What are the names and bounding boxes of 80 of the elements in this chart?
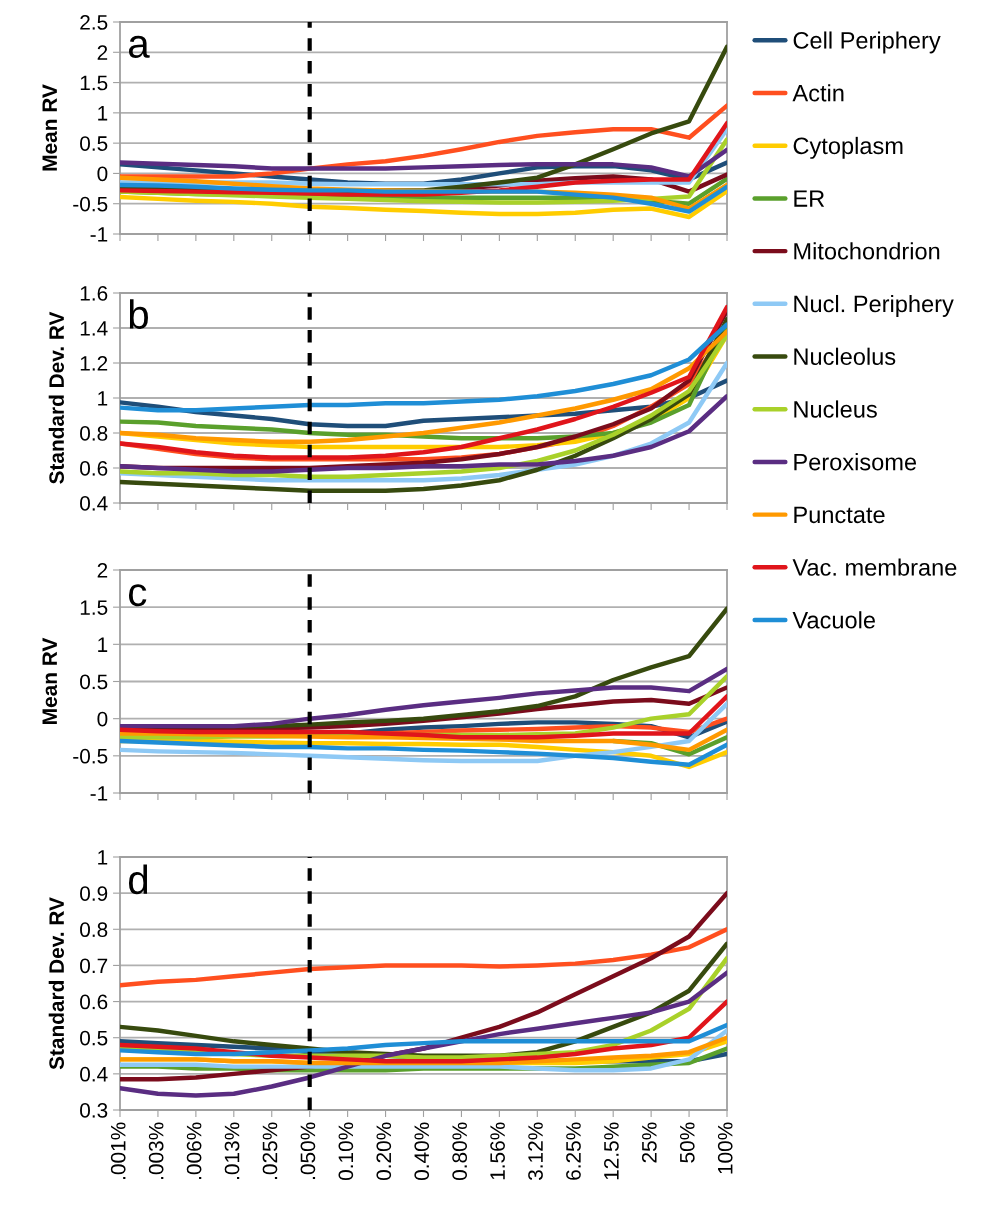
legend-label: Mitochondrion — [794, 242, 940, 260]
y-tick-label: 0.6 — [80, 994, 108, 1010]
legend-label: ER — [794, 190, 825, 207]
y-tick-label: 1.5 — [80, 600, 108, 615]
y-tick-label: 0 — [97, 711, 108, 727]
line-series — [120, 701, 727, 764]
y-axis-title: Standard Dev. RV — [48, 897, 65, 1070]
line-series — [120, 694, 727, 740]
line-series — [120, 182, 727, 214]
legend-label: Peroxisome — [794, 453, 917, 471]
y-tick-label: 0 — [97, 166, 108, 182]
y-tick-label: 1 — [98, 850, 108, 865]
y-tick-label: 1.6 — [80, 286, 108, 301]
y-tick-label: -1 — [90, 786, 108, 801]
x-tick-label: 0.80% — [452, 1122, 468, 1181]
legend-label: Cell Periphery — [793, 31, 941, 54]
annotation: b — [129, 299, 148, 329]
line-series — [120, 927, 727, 988]
annotation: c — [129, 584, 147, 607]
x-tick-label: .006% — [186, 1122, 202, 1179]
y-tick-label: 1.2 — [80, 356, 108, 371]
y-tick-label: -0.5 — [73, 196, 108, 212]
x-tick-label: 100% — [717, 1122, 733, 1174]
line-series — [120, 1028, 727, 1073]
x-tick-label: 0.10% — [338, 1122, 354, 1181]
x-tick-label: .025% — [262, 1122, 278, 1179]
annotation: d — [128, 864, 148, 895]
line-series — [120, 1022, 727, 1057]
y-tick-label: 0.7 — [80, 958, 108, 974]
legend-label: Nucl. Periphery — [794, 294, 954, 317]
y-axis-title: Mean RV — [42, 637, 58, 724]
x-tick-label: 25% — [641, 1122, 657, 1163]
legend-label: Cytoplasm — [793, 136, 903, 159]
y-axis-title: Mean RV — [42, 84, 58, 171]
legend-label: Vacuole — [792, 611, 875, 629]
line-series — [120, 727, 727, 753]
x-tick-label: 0.20% — [376, 1122, 392, 1181]
x-tick-label: .013% — [224, 1122, 240, 1179]
legend-label: Nucleolus — [794, 347, 896, 366]
y-tick-label: 0.4 — [80, 496, 108, 511]
y-tick-label: -1 — [90, 227, 108, 242]
x-tick-label: .003% — [148, 1122, 164, 1179]
x-tick-label: 50% — [679, 1122, 695, 1163]
y-tick-label: 1.5 — [80, 75, 108, 91]
y-tick-label: 0.3 — [80, 1103, 108, 1118]
x-tick-label: 12.5% — [604, 1122, 619, 1180]
x-tick-label: 0.40% — [414, 1122, 430, 1181]
y-tick-label: 0.5 — [80, 136, 108, 151]
line-series — [120, 188, 727, 220]
y-tick-label: 0.5 — [80, 674, 108, 690]
y-tick-label: 1 — [98, 391, 108, 406]
line-series — [120, 999, 727, 1064]
y-tick-label: 1 — [98, 106, 108, 121]
line-series — [120, 394, 727, 474]
y-tick-label: 0.4 — [80, 1066, 108, 1082]
y-tick-label: 0.8 — [80, 922, 108, 938]
y-tick-label: 0.9 — [80, 886, 108, 901]
y-tick-label: 2.5 — [80, 15, 108, 30]
y-tick-label: 0.5 — [80, 1030, 108, 1046]
line-series — [120, 147, 727, 179]
y-tick-label: -0.5 — [73, 748, 108, 764]
x-tick-label: .001% — [110, 1122, 126, 1179]
x-tick-label: 6.25% — [566, 1122, 581, 1180]
y-tick-label: 1 — [98, 637, 108, 652]
x-tick-label: 1.56% — [490, 1122, 505, 1180]
legend-label: Punctate — [794, 506, 885, 524]
annotation: a — [129, 35, 150, 58]
legend-label: Vac. membrane — [792, 558, 957, 576]
line-series — [120, 970, 727, 1098]
y-tick-label: 2 — [97, 45, 108, 60]
legend-label: Nucleus — [794, 400, 877, 418]
y-tick-label: 1.4 — [80, 321, 108, 336]
y-tick-label: 0.6 — [80, 461, 108, 476]
y-tick-label: 0.8 — [80, 426, 108, 441]
y-tick-label: 2 — [97, 563, 108, 578]
y-axis-title: Standard Dev. RV — [48, 311, 65, 484]
legend-label: Actin — [792, 84, 844, 102]
x-tick-label: .050% — [300, 1122, 316, 1179]
x-tick-label: 3.12% — [528, 1122, 543, 1181]
line-series — [120, 666, 727, 729]
